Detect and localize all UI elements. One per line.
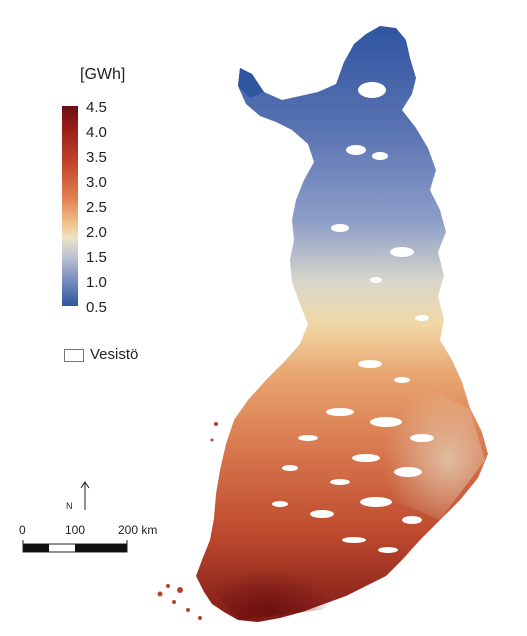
tick-label: 4.5 xyxy=(86,99,107,116)
tick-label: 1.0 xyxy=(86,274,107,291)
tick-label: 0.5 xyxy=(86,299,107,316)
energy-map xyxy=(157,26,488,622)
north-arrow-icon xyxy=(80,481,90,510)
tick-label: 3.5 xyxy=(86,149,107,166)
tick-label: 2.5 xyxy=(86,199,107,216)
legend-unit: [GWh] xyxy=(80,66,126,83)
scale-label-0: 0 xyxy=(19,523,26,537)
tick-label: 1.5 xyxy=(86,249,107,266)
tick-label: 3.0 xyxy=(86,174,107,191)
colorbar xyxy=(62,106,78,306)
water-legend-label: Vesistö xyxy=(90,346,139,363)
scale-label-200: 200 km xyxy=(118,523,158,537)
scale-label-100: 100 xyxy=(65,523,86,537)
water-legend-swatch xyxy=(64,349,84,362)
tick-label: 4.0 xyxy=(86,124,107,141)
scale-bar xyxy=(22,540,128,553)
tick-label: 2.0 xyxy=(86,224,107,241)
north-label: N xyxy=(66,501,73,511)
